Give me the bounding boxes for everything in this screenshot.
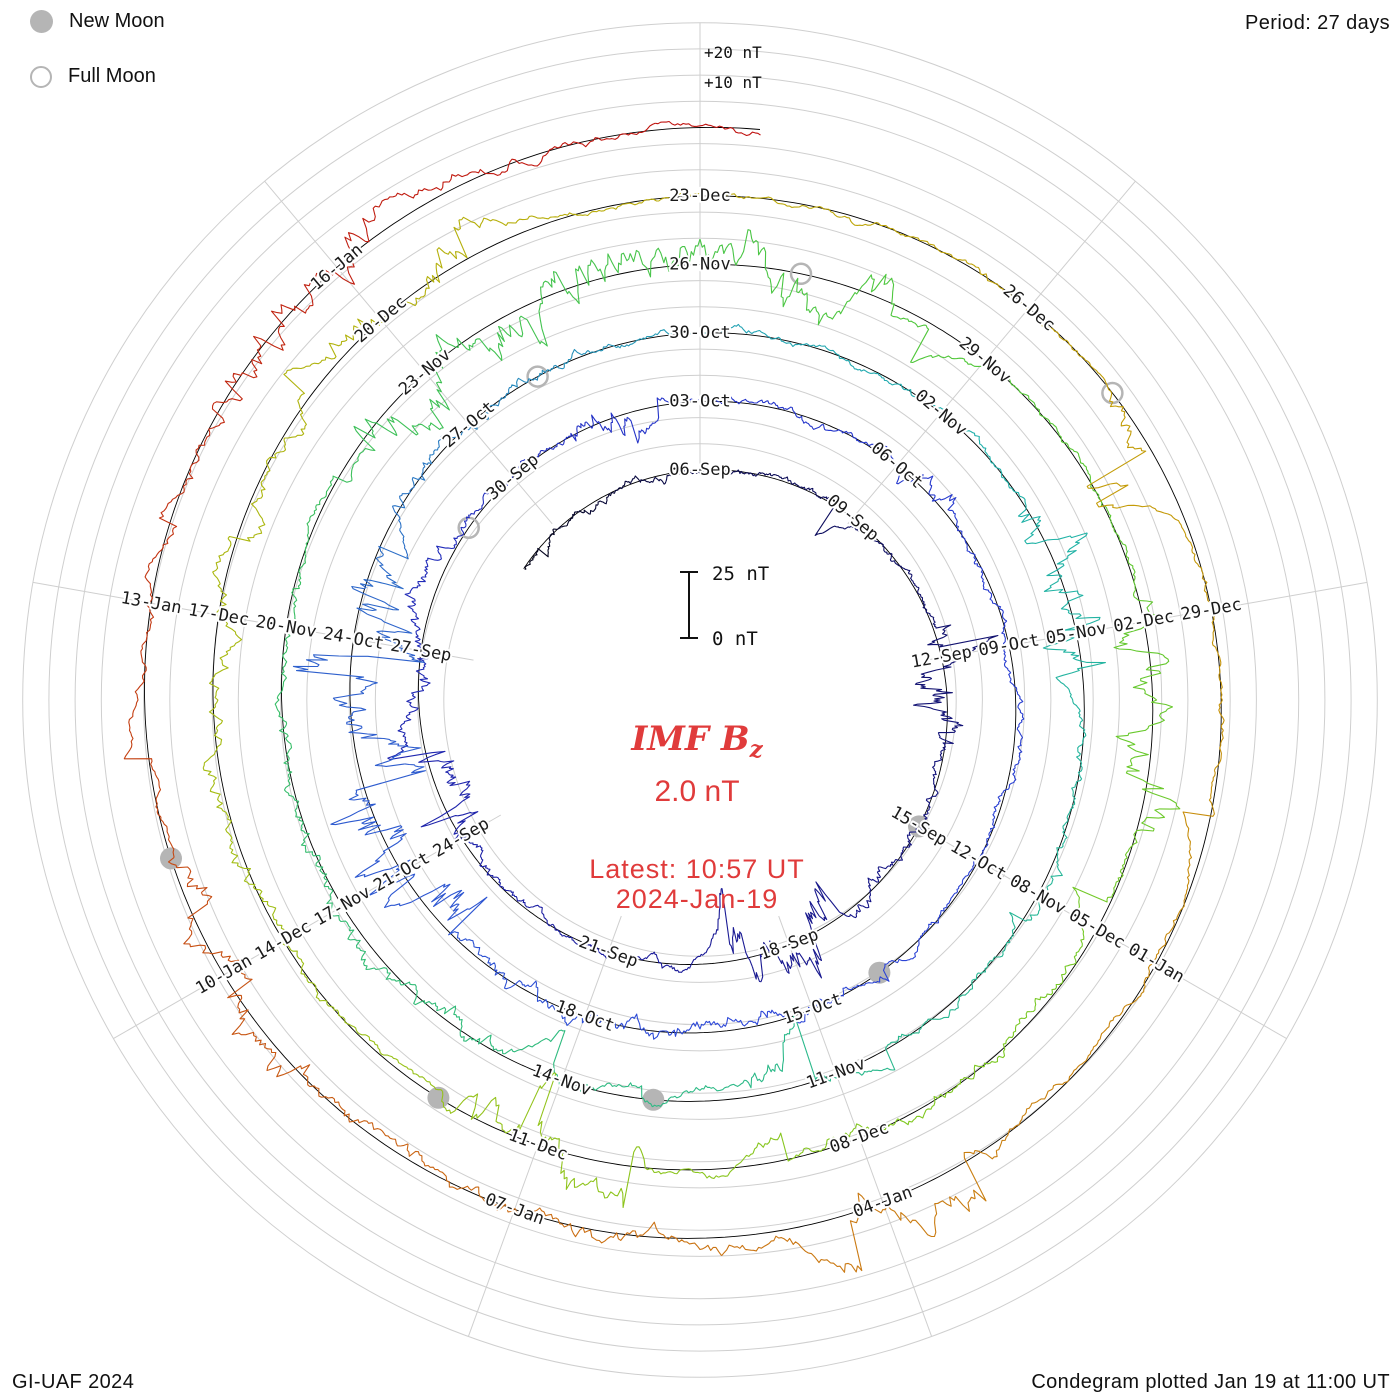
date-label: 05-Nov <box>1044 618 1108 648</box>
full-moon-label: Full Moon <box>68 65 156 87</box>
date-label: 08-Dec <box>827 1118 892 1158</box>
date-label: 17-Dec <box>187 600 251 630</box>
date-label: 11-Dec <box>506 1125 571 1165</box>
plotted-timestamp-label: Condegram plotted Jan 19 at 11:00 UT <box>1031 1371 1390 1393</box>
bz-trace <box>123 120 1225 1273</box>
date-label: 09-Oct <box>977 630 1041 660</box>
latest-time-label: Latest: 10:57 UT <box>589 854 805 884</box>
latest-date-label: 2024-Jan-19 <box>616 884 779 914</box>
date-label: 05-Dec <box>1065 905 1128 953</box>
date-label: 11-Nov <box>804 1054 869 1094</box>
radial-scale-plus20-label: +20 nT <box>704 43 762 62</box>
date-label: 15-Oct <box>780 989 845 1029</box>
quantity-title-main: IMF B <box>630 719 749 759</box>
center-readout: IMF Bz 2.0 nT Latest: 10:57 UT 2024-Jan-… <box>589 719 805 914</box>
date-label: 02-Nov <box>911 386 971 441</box>
date-label: 26-Dec <box>999 281 1059 336</box>
date-label: 23-Nov <box>395 345 455 400</box>
date-label: 27-Oct <box>439 397 499 452</box>
date-label: 29-Nov <box>955 333 1015 388</box>
current-value: 2.0 nT <box>654 775 739 808</box>
date-label: 06-Sep <box>669 460 730 480</box>
date-label: 21-Oct <box>370 848 433 896</box>
period-label: Period: 27 days <box>1245 12 1390 34</box>
scale-bar-zero-label: 0 nT <box>712 628 758 650</box>
new-moon-icon <box>30 10 53 33</box>
radial-scale-plus10-label: +10 nT <box>704 73 762 92</box>
new-moon-label: New Moon <box>69 10 165 32</box>
date-label: 07-Jan <box>482 1189 547 1229</box>
date-label: 02-Dec <box>1112 607 1176 637</box>
time-spokes <box>32 22 1368 1337</box>
date-label: 30-Sep <box>483 450 543 505</box>
date-label: 26-Nov <box>669 255 730 275</box>
date-label: 24-Oct <box>322 624 386 654</box>
scale-bar-max-label: 25 nT <box>712 563 769 585</box>
date-label: 08-Nov <box>1006 871 1069 919</box>
amplitude-scale-bar: 25 nT 0 nT <box>680 563 769 650</box>
quantity-title: IMF Bz <box>630 719 763 763</box>
date-label: 01-Jan <box>1125 939 1188 987</box>
date-label: 29-Dec <box>1179 595 1243 625</box>
date-label: 30-Oct <box>669 323 730 343</box>
date-label: 03-Oct <box>669 392 730 412</box>
date-label: 15-Sep <box>887 802 950 850</box>
full-moon-icon <box>30 65 52 88</box>
moon-markers <box>160 262 1124 1111</box>
date-label: 23-Dec <box>669 186 730 206</box>
date-label: 20-Dec <box>351 292 411 347</box>
date-label: 21-Sep <box>576 932 641 972</box>
date-label: 14-Nov <box>529 1061 594 1101</box>
quantity-title-subscript: z <box>749 736 764 763</box>
date-label: 12-Oct <box>947 837 1010 885</box>
credit-label: GI-UAF 2024 <box>12 1371 135 1393</box>
legend-new-moon-row: New Moon <box>30 10 165 33</box>
date-label: 06-Oct <box>867 438 927 493</box>
date-label: 12-Sep <box>910 642 974 672</box>
date-label: 16-Jan <box>307 240 367 295</box>
date-label: 18-Sep <box>757 925 822 965</box>
baseline-spiral <box>144 126 1222 1239</box>
legend-full-moon-row: Full Moon <box>30 65 165 88</box>
date-label: 09-Sep <box>823 491 883 546</box>
date-label: 20-Nov <box>254 612 318 642</box>
moon-legend: New Moon Full Moon <box>30 10 165 88</box>
